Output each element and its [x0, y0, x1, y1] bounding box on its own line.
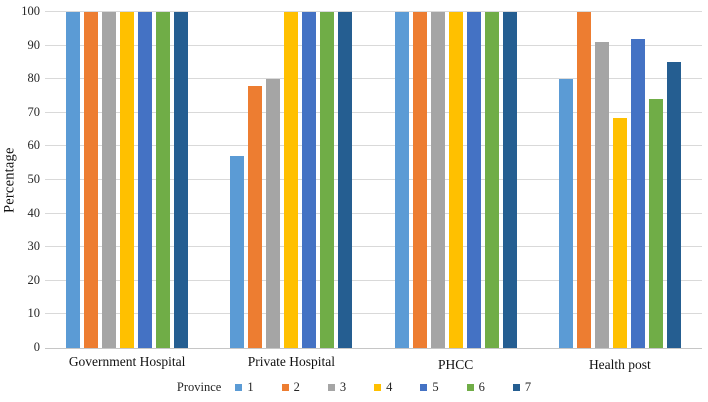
bar-government-hospital-province-5 [138, 12, 153, 348]
y-axis: 0 10 20 30 40 50 60 70 80 90 100 [0, 4, 41, 354]
y-tick-label-20: 20 [27, 272, 41, 287]
bar-group-2 [374, 12, 538, 348]
y-tick-label-30: 30 [27, 239, 41, 254]
legend-swatch-icon [281, 383, 289, 391]
legend-label: 1 [247, 379, 254, 394]
legend-swatch-icon [466, 383, 474, 391]
legend-item-6: 6 [466, 379, 485, 395]
legend-item-7: 7 [512, 379, 532, 395]
bar-phcc-province-5 [466, 12, 481, 348]
bar-government-hospital-province-6 [156, 12, 171, 348]
x-label-3: Health post [588, 357, 651, 372]
y-tick-label-10: 10 [27, 306, 41, 321]
x-label-0: Government Hospital [68, 354, 186, 369]
bar-group-1 [209, 12, 373, 348]
x-axis: Government Hospital Private Hospital PHCC H… [45, 354, 702, 373]
y-tick-label-90: 90 [27, 37, 41, 52]
y-tick-label-0: 0 [33, 340, 40, 354]
bar-group-0 [45, 12, 209, 348]
bar-private-hospital-province-3 [266, 79, 281, 348]
x-label-2: PHCC [437, 357, 474, 372]
bar-health-post-province-7 [666, 62, 681, 348]
y-tick-label-80: 80 [27, 71, 41, 86]
gridline-10 [45, 313, 702, 315]
bar-phcc-province-2 [412, 12, 427, 348]
bar-health-post-province-6 [648, 99, 663, 348]
y-tick-label-40: 40 [27, 205, 41, 220]
legend-swatch-icon [327, 383, 335, 391]
bar-private-hospital-province-7 [338, 12, 353, 348]
gridline-60 [45, 145, 702, 147]
bar-private-hospital-province-4 [284, 12, 299, 348]
legend-item-4: 4 [374, 380, 392, 395]
legend-swatch-icon [235, 383, 243, 391]
bar-health-post-province-2 [576, 12, 591, 348]
legend-item-1: 1 [235, 379, 254, 395]
bar-phcc-province-1 [394, 12, 409, 348]
bar-health-post-province-5 [630, 38, 645, 348]
bar-government-hospital-province-2 [84, 12, 99, 348]
legend-swatch-icon [420, 383, 428, 391]
gridline-80 [45, 78, 702, 80]
gridline-20 [45, 279, 702, 281]
gridline-30 [45, 246, 702, 248]
bar-phcc-province-7 [502, 12, 517, 348]
gridline-90 [45, 44, 702, 46]
legend-item-2: 2 [281, 379, 300, 395]
bar-government-hospital-province-4 [120, 12, 135, 348]
bar-phcc-province-3 [430, 12, 445, 348]
bar-health-post-province-4 [612, 117, 627, 348]
bar-phcc-province-4 [448, 12, 463, 348]
legend-title: Province [176, 379, 222, 394]
y-tick-label-100: 100 [21, 4, 40, 18]
legend: Province 1 2 3 4 5 6 7 [0, 379, 708, 395]
legend-item-3: 3 [327, 379, 347, 395]
legend-label: 3 [339, 379, 347, 394]
legend-label: 5 [432, 379, 439, 394]
x-label-1: Private Hospital [247, 354, 336, 369]
bar-private-hospital-province-5 [302, 12, 317, 348]
bar-private-hospital-province-1 [230, 156, 245, 348]
bar-group-3 [538, 12, 702, 348]
x-axis-line [45, 348, 702, 349]
y-tick-label-70: 70 [27, 104, 41, 119]
bar-private-hospital-province-6 [320, 12, 335, 348]
legend-swatch-icon [512, 383, 520, 391]
legend-swatch-icon [374, 383, 382, 391]
legend-item-5: 5 [420, 379, 439, 395]
legend-label: 6 [478, 379, 485, 394]
gridline-50 [45, 179, 702, 180]
bar-private-hospital-province-2 [248, 85, 263, 348]
bar-health-post-province-3 [594, 42, 609, 348]
bar-government-hospital-province-3 [102, 12, 117, 348]
legend-label: 4 [386, 379, 393, 394]
bar-health-post-province-1 [558, 79, 573, 348]
legend-label: 2 [293, 379, 300, 394]
gridline-70 [45, 111, 702, 113]
plot-area [45, 11, 702, 349]
gridline-40 [45, 212, 702, 214]
legend-label: 7 [524, 379, 532, 394]
legend-items: 1 2 3 4 5 6 7 [235, 380, 531, 395]
bar-government-hospital-province-1 [66, 12, 81, 348]
bar-government-hospital-province-7 [174, 12, 189, 348]
y-tick-label-60: 60 [27, 138, 41, 153]
bar-phcc-province-6 [484, 12, 499, 348]
gridline-100 [45, 11, 702, 12]
y-tick-label-50: 50 [27, 172, 41, 186]
